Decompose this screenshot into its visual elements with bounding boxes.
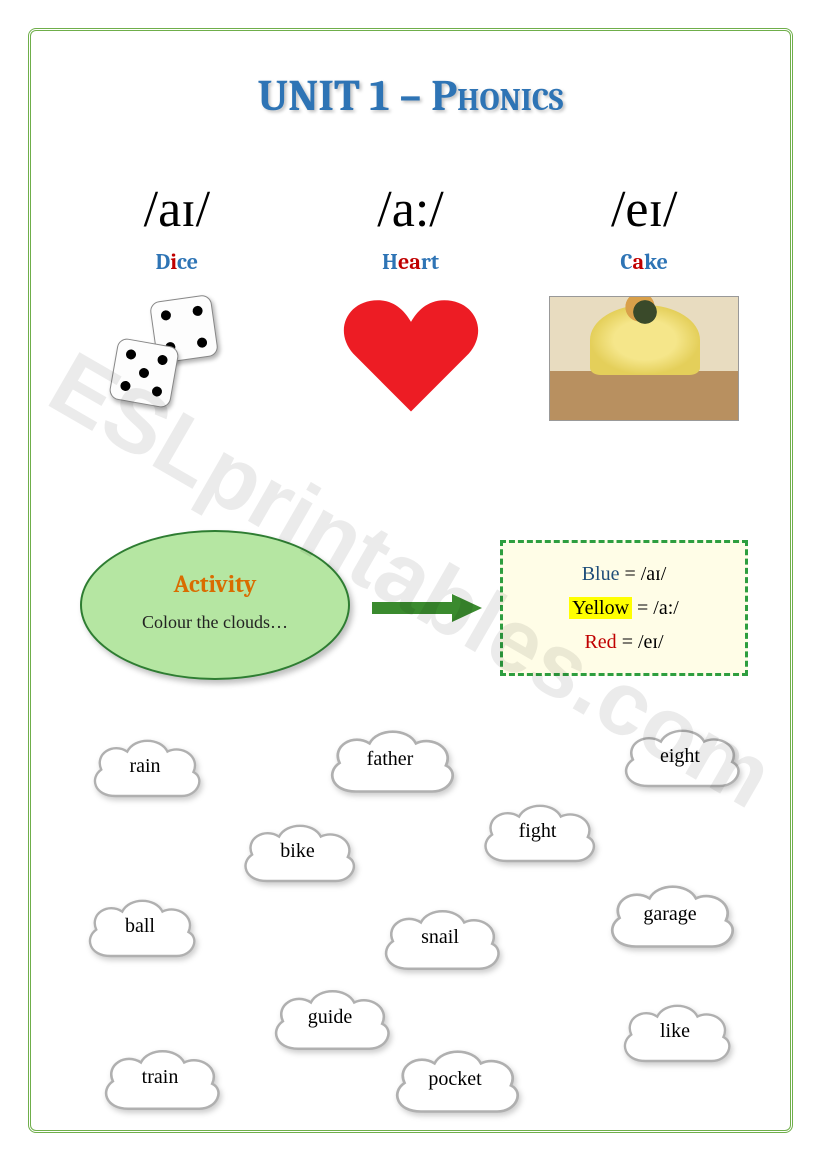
dice-icon [60, 293, 294, 423]
cake-image [527, 293, 761, 423]
cloud-word[interactable]: pocket [380, 1040, 530, 1118]
activity-oval: Activity Colour the clouds… [80, 530, 350, 680]
cloud-word[interactable]: ball [75, 890, 205, 962]
phonics-row: /aɪ/ Dice /a:/ Heart /eɪ/ Cake [60, 180, 761, 423]
phon-symbol: /eɪ/ [527, 180, 761, 239]
phon-symbol: /a:/ [294, 180, 528, 239]
cloud-word[interactable]: guide [260, 980, 400, 1055]
legend-row-blue: Blue = /aɪ/ [513, 557, 735, 591]
phon-col-ei: /eɪ/ Cake [527, 180, 761, 423]
cloud-word[interactable]: train [90, 1040, 230, 1115]
clouds-area: rain father eight bike fight ball snail garage g… [50, 720, 771, 1121]
activity-title: Activity [82, 570, 348, 598]
cloud-word[interactable]: garage [595, 875, 745, 953]
cloud-word[interactable]: father [315, 720, 465, 798]
title-unit: UNIT 1 – [258, 70, 432, 121]
cloud-word[interactable]: fight [470, 795, 605, 867]
legend-row-red: Red = /eɪ/ [513, 625, 735, 659]
cloud-word[interactable]: eight [610, 720, 750, 792]
title-sub: Phonics [431, 70, 563, 121]
cloud-word[interactable]: like [610, 995, 740, 1067]
phon-col-a: /a:/ Heart [294, 180, 528, 423]
phon-word-dice: Dice [60, 249, 294, 275]
cloud-word[interactable]: rain [80, 730, 210, 802]
heart-icon [294, 293, 528, 423]
phon-word-cake: Cake [527, 249, 761, 275]
cloud-word[interactable]: snail [370, 900, 510, 975]
phon-col-ai: /aɪ/ Dice [60, 180, 294, 423]
activity-instruction: Colour the clouds… [82, 612, 348, 633]
arrow-icon [372, 594, 482, 622]
cloud-word[interactable]: bike [230, 815, 365, 887]
phon-word-heart: Heart [294, 249, 528, 275]
legend-row-yellow: Yellow = /a:/ [513, 591, 735, 625]
phon-symbol: /aɪ/ [60, 180, 294, 239]
legend-box: Blue = /aɪ/ Yellow = /a:/ Red = /eɪ/ [500, 540, 748, 676]
page-title: UNIT 1 – Phonics [0, 70, 821, 121]
